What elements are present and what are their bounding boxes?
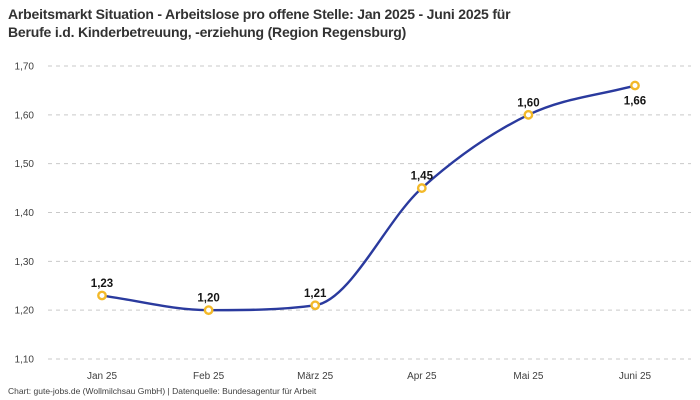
x-tick-label: März 25 <box>297 371 334 382</box>
y-tick-label: 1,70 <box>15 62 35 73</box>
chart-title: Arbeitsmarkt Situation - Arbeitslose pro… <box>8 5 511 41</box>
x-tick-label: Juni 25 <box>619 371 652 382</box>
data-point-marker <box>97 290 107 301</box>
data-point-value-label: 1,66 <box>624 96 646 108</box>
y-tick-label: 1,10 <box>15 355 35 366</box>
chart-title-line1: Arbeitsmarkt Situation - Arbeitslose pro… <box>8 6 511 22</box>
y-tick-label: 1,30 <box>15 257 35 268</box>
data-point-marker <box>523 109 534 120</box>
data-point-marker <box>203 305 214 316</box>
x-tick-label: Mai 25 <box>513 371 543 382</box>
x-tick-label: Jan 25 <box>87 371 117 382</box>
data-point-marker <box>416 183 427 193</box>
data-point-value-label: 1,20 <box>197 293 219 305</box>
data-point-value-label: 1,45 <box>411 171 434 183</box>
y-tick-label: 1,40 <box>15 208 35 219</box>
chart-line <box>100 84 637 312</box>
data-point-value-label: 1,60 <box>517 97 539 109</box>
data-point-value-label: 1,23 <box>91 278 113 290</box>
source-attribution: Chart: gute-jobs.de (Wollmilchsau GmbH) … <box>8 386 317 396</box>
data-point-marker <box>630 80 640 91</box>
data-point-marker <box>310 300 321 311</box>
x-tick-label: Apr 25 <box>407 371 437 382</box>
y-tick-label: 1,50 <box>15 159 35 170</box>
data-point-value-label: 1,21 <box>304 288 327 300</box>
y-tick-label: 1,20 <box>15 306 35 317</box>
chart-title-line2: Berufe i.d. Kinderbetreuung, -erziehung … <box>8 24 407 40</box>
x-tick-label: Feb 25 <box>193 371 225 382</box>
y-tick-label: 1,60 <box>15 110 35 121</box>
